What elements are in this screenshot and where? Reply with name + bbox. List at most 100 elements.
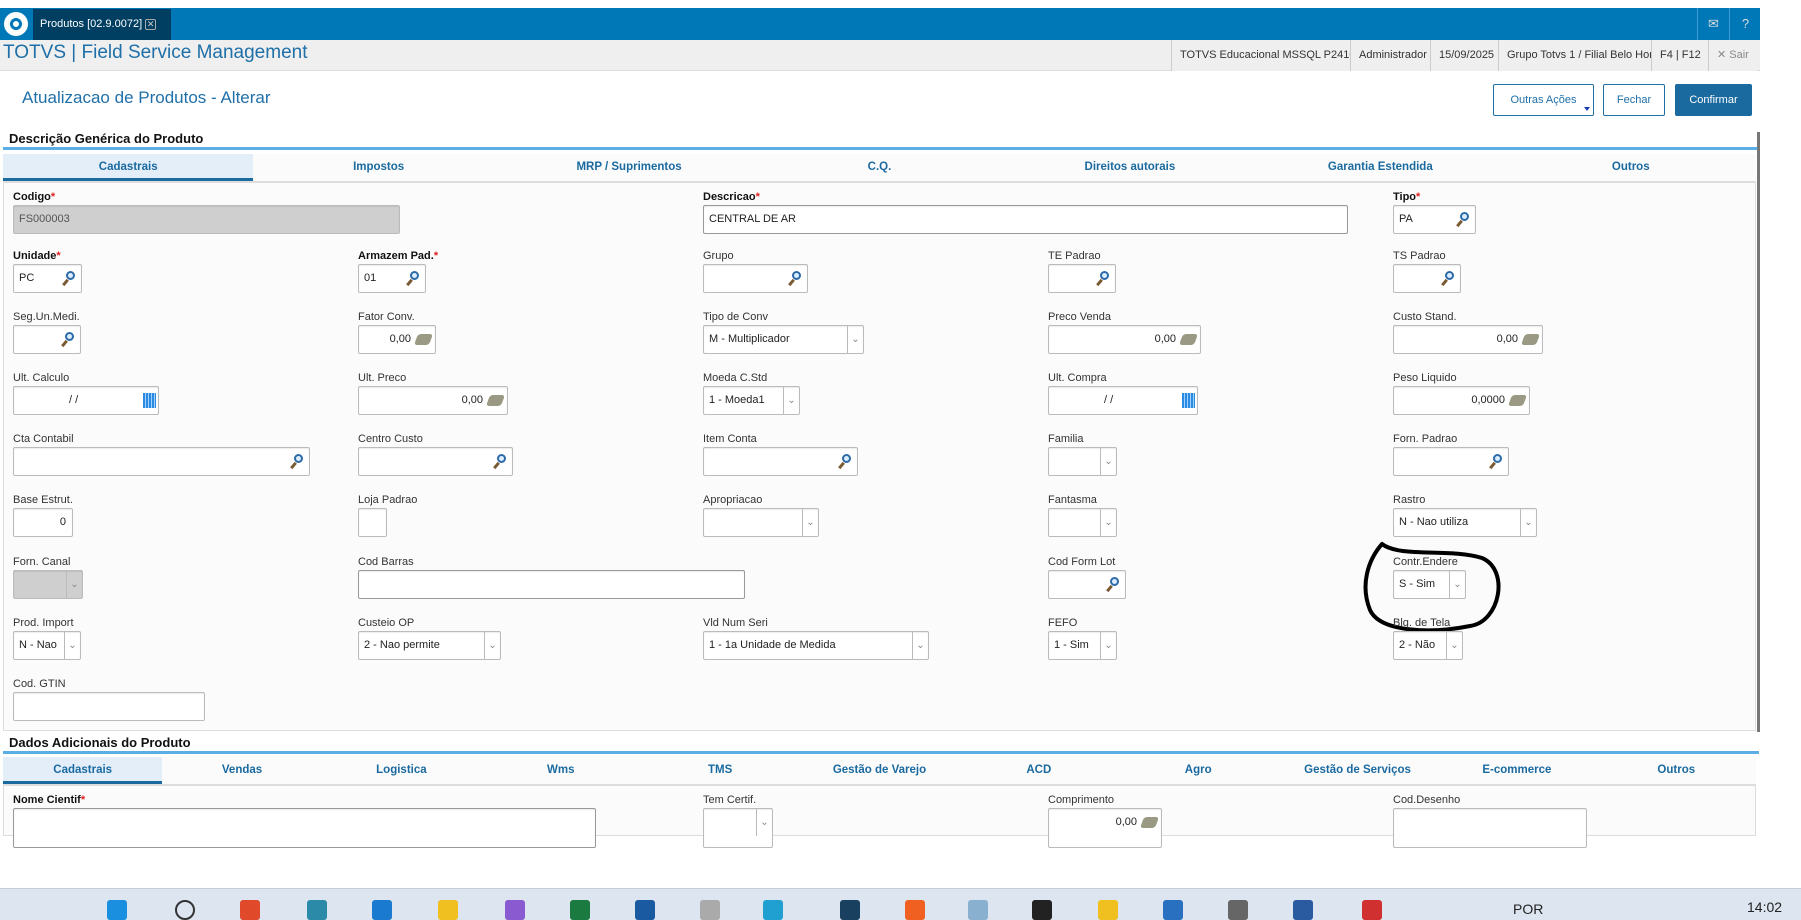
tem-certif-select[interactable]: ⌄ xyxy=(703,808,773,848)
taskbar-postman-icon[interactable] xyxy=(905,900,925,920)
calendar-icon[interactable] xyxy=(143,393,156,408)
taskbar-edge-icon[interactable] xyxy=(763,900,783,920)
apropriacao-select[interactable]: ⌄ xyxy=(703,508,819,537)
search-icon[interactable] xyxy=(1457,212,1471,227)
ult-compra-field[interactable]: / / xyxy=(1048,386,1198,415)
help-icon[interactable]: ? xyxy=(1729,8,1761,40)
chevron-down-icon[interactable]: ⌄ xyxy=(1100,632,1116,659)
taskbar-store-icon[interactable] xyxy=(635,900,655,920)
rastro-select[interactable]: N - Nao utiliza ⌄ xyxy=(1393,508,1537,537)
tab-cadastrais[interactable]: Cadastrais xyxy=(3,154,254,181)
chevron-down-icon[interactable]: ⌄ xyxy=(1446,632,1462,659)
calculator-icon[interactable] xyxy=(485,395,506,406)
taskbar-chrome-icon[interactable] xyxy=(240,900,260,920)
search-icon[interactable] xyxy=(291,454,305,469)
search-icon[interactable] xyxy=(839,454,853,469)
chevron-down-icon[interactable]: ⌄ xyxy=(847,326,863,353)
vld-num-seri-select[interactable]: 1 - 1a Unidade de Medida ⌄ xyxy=(703,631,929,660)
search-icon[interactable] xyxy=(62,332,76,347)
taskbar-terminal-icon[interactable] xyxy=(1032,900,1052,920)
tab-wms[interactable]: Wms xyxy=(547,764,575,776)
tipo-field[interactable]: PA xyxy=(1393,205,1476,234)
header-branch[interactable]: Grupo Totvs 1 / Filial Belo Hor xyxy=(1498,40,1661,71)
clock[interactable]: 14:02 xyxy=(1747,899,1783,915)
taskbar-power-bi-icon[interactable] xyxy=(1098,900,1118,920)
unidade-field[interactable]: PC xyxy=(13,264,82,293)
taskbar-search-icon[interactable] xyxy=(175,900,195,920)
forn-padrao-field[interactable] xyxy=(1393,447,1509,476)
search-icon[interactable] xyxy=(789,271,803,286)
custo-stand-field[interactable]: 0,00 xyxy=(1393,325,1543,354)
calculator-icon[interactable] xyxy=(1520,334,1541,345)
contr-endere-select[interactable]: S - Sim ⌄ xyxy=(1393,570,1466,599)
tab-impostos[interactable]: Impostos xyxy=(353,161,405,173)
tab-outros[interactable]: Outros xyxy=(1657,764,1696,776)
chevron-down-icon[interactable]: ⌄ xyxy=(756,809,772,836)
chevron-down-icon[interactable]: ⌄ xyxy=(1449,571,1465,598)
chevron-down-icon[interactable]: ⌄ xyxy=(66,571,82,598)
taskbar-file-explorer-icon[interactable] xyxy=(438,900,458,920)
chevron-down-icon[interactable]: ⌄ xyxy=(1100,509,1116,536)
window-tab-produtos[interactable]: Produtos [02.9.0072] ✕ xyxy=(33,9,171,40)
search-icon[interactable] xyxy=(494,454,508,469)
fefo-select[interactable]: 1 - Sim ⌄ xyxy=(1048,631,1117,660)
item-conta-field[interactable] xyxy=(703,447,858,476)
seg-un-medi-field[interactable] xyxy=(13,325,81,354)
tab-gest-o-de-varejo[interactable]: Gestão de Varejo xyxy=(832,764,927,776)
taskbar-app-icon[interactable] xyxy=(968,900,988,920)
taskbar-app-icon[interactable] xyxy=(1163,900,1183,920)
scrollbar[interactable] xyxy=(1757,132,1760,732)
comprimento-field[interactable]: 0,00 xyxy=(1048,808,1162,848)
header-shortcuts[interactable]: F4 | F12 xyxy=(1651,40,1709,71)
search-icon[interactable] xyxy=(407,271,421,286)
centro-custo-field[interactable] xyxy=(358,447,513,476)
tab-tms[interactable]: TMS xyxy=(707,764,733,776)
tab-agro[interactable]: Agro xyxy=(1184,764,1212,776)
taskbar-notepad-icon[interactable] xyxy=(700,900,720,920)
ts-padrao-field[interactable] xyxy=(1393,264,1461,293)
forn-canal-select[interactable]: ⌄ xyxy=(13,570,83,599)
taskbar-totvs-smartclient-icon[interactable] xyxy=(840,900,860,920)
ult-calculo-field[interactable]: / / xyxy=(13,386,159,415)
taskbar-settings-icon[interactable] xyxy=(1228,900,1248,920)
chevron-down-icon[interactable]: ⌄ xyxy=(802,509,818,536)
calculator-icon[interactable] xyxy=(1178,334,1199,345)
tab-cadastrais[interactable]: Cadastrais xyxy=(3,757,163,784)
calculator-icon[interactable] xyxy=(1507,395,1528,406)
calculator-icon[interactable] xyxy=(1139,817,1160,828)
mail-icon[interactable]: ✉ xyxy=(1697,8,1729,40)
tab-direitos-autorais[interactable]: Direitos autorais xyxy=(1084,161,1176,173)
chevron-down-icon[interactable]: ⌄ xyxy=(1520,509,1536,536)
totvs-logo-icon[interactable] xyxy=(4,12,28,36)
armazem-pad-field[interactable]: 01 xyxy=(358,264,426,293)
descricao-field[interactable]: CENTRAL DE AR xyxy=(703,205,1348,234)
custeio-op-select[interactable]: 2 - Nao permite ⌄ xyxy=(358,631,501,660)
chevron-down-icon[interactable]: ⌄ xyxy=(783,387,799,414)
search-icon[interactable] xyxy=(1107,577,1121,592)
tab-acd[interactable]: ACD xyxy=(1026,764,1052,776)
base-estrut-field[interactable]: 0 xyxy=(13,508,73,537)
cod-form-lot-field[interactable] xyxy=(1048,570,1126,599)
familia-select[interactable]: ⌄ xyxy=(1048,447,1117,476)
taskbar-excel-icon[interactable] xyxy=(570,900,590,920)
ult-preco-field[interactable]: 0,00 xyxy=(358,386,508,415)
blq-de-tela-select[interactable]: 2 - Não ⌄ xyxy=(1393,631,1463,660)
chevron-down-icon[interactable]: ⌄ xyxy=(912,632,928,659)
tab-outros[interactable]: Outros xyxy=(1611,161,1650,173)
cod-barras-field[interactable] xyxy=(358,570,745,599)
peso-liquido-field[interactable]: 0,0000 xyxy=(1393,386,1530,415)
moeda-c-std-select[interactable]: 1 - Moeda1 ⌄ xyxy=(703,386,800,415)
taskbar-visual-studio-icon[interactable] xyxy=(505,900,525,920)
tab-garantia-estendida[interactable]: Garantia Estendida xyxy=(1327,161,1433,173)
taskbar-start-icon[interactable] xyxy=(107,900,127,920)
preco-venda-field[interactable]: 0,00 xyxy=(1048,325,1201,354)
close-button[interactable]: Fechar xyxy=(1603,84,1665,116)
fator-conv-field[interactable]: 0,00 xyxy=(358,325,436,354)
cod-gtin-field[interactable] xyxy=(13,692,205,721)
taskbar-vscode-icon[interactable] xyxy=(372,900,392,920)
taskbar-word-icon[interactable] xyxy=(1293,900,1313,920)
tab-e-commerce[interactable]: E-commerce xyxy=(1482,764,1552,776)
tab-logistica[interactable]: Logistica xyxy=(376,764,427,776)
codigo-field[interactable]: FS000003 xyxy=(13,205,400,234)
language-indicator[interactable]: POR xyxy=(1513,901,1544,917)
